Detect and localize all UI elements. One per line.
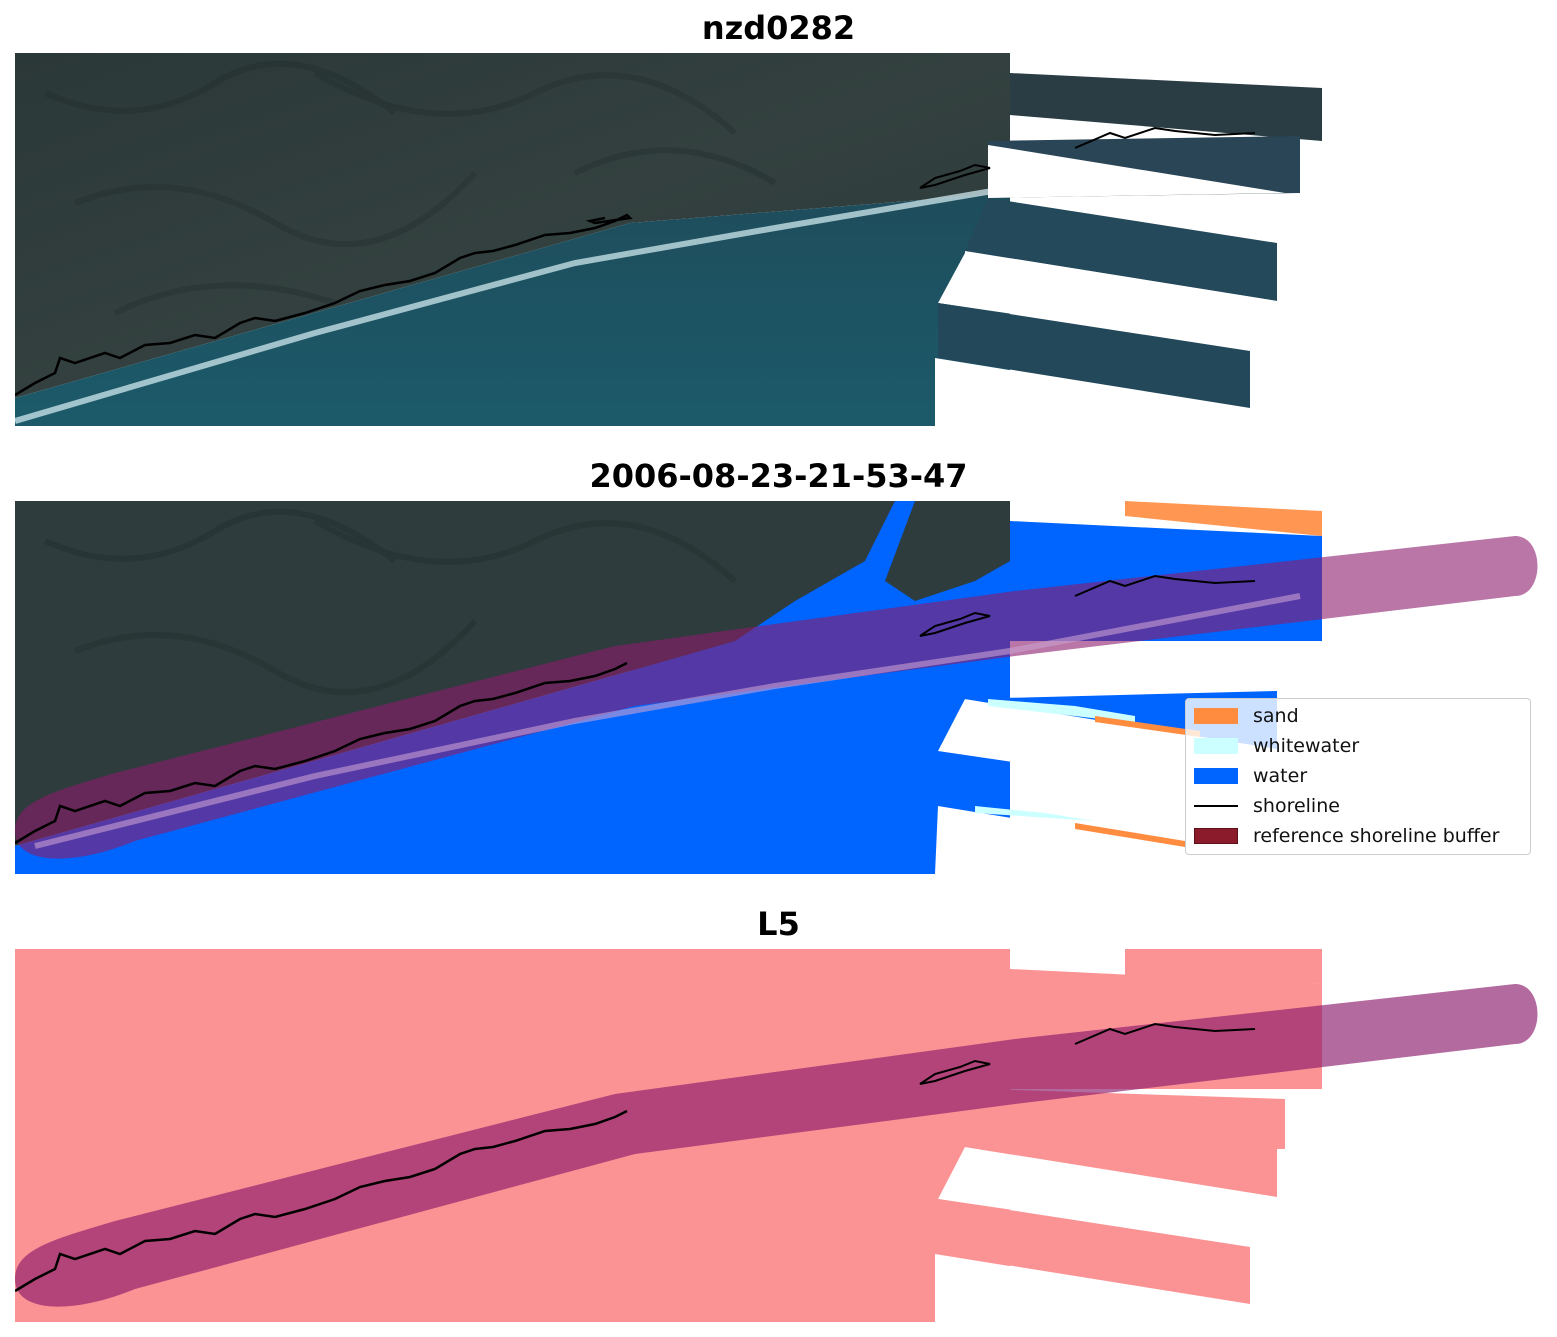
legend-label: sand bbox=[1253, 705, 1299, 727]
shoreline-segment bbox=[1074, 126, 1256, 149]
legend-item-sand: sand bbox=[1194, 701, 1299, 731]
legend-item-water: water bbox=[1194, 761, 1307, 791]
panel-3-title: L5 bbox=[757, 905, 800, 943]
legend-item-shoreline: shoreline bbox=[1194, 791, 1340, 821]
legend-label: shoreline bbox=[1253, 795, 1340, 817]
shoreline bbox=[15, 661, 628, 845]
legend-label: whitewater bbox=[1253, 735, 1360, 757]
surf-zone bbox=[15, 185, 1011, 424]
buffer-swatch bbox=[1194, 828, 1238, 844]
legend-label: water bbox=[1253, 765, 1308, 787]
shoreline bbox=[15, 213, 633, 397]
scanline-gaps bbox=[935, 53, 1322, 426]
sea-area bbox=[15, 193, 1010, 426]
shoreline-segment bbox=[919, 163, 991, 189]
legend-item-buffer: reference shoreline buffer bbox=[1194, 821, 1499, 851]
legend: sand whitewater water shoreline referenc… bbox=[1185, 698, 1531, 855]
reference-buffer bbox=[15, 536, 1538, 859]
whitewater-swatch bbox=[1194, 738, 1238, 754]
legend-label: reference shoreline buffer bbox=[1253, 825, 1500, 847]
panel-2-title: 2006-08-23-21-53-47 bbox=[589, 457, 968, 495]
reference-buffer bbox=[15, 984, 1538, 1307]
rgb-image-panel bbox=[15, 53, 1545, 426]
legend-item-whitewater: whitewater bbox=[1194, 731, 1359, 761]
shoreline bbox=[15, 1109, 628, 1293]
shoreline-swatch bbox=[1194, 805, 1238, 807]
sand-class bbox=[1125, 501, 1322, 536]
water-swatch bbox=[1194, 768, 1238, 784]
mask-image-panel bbox=[15, 949, 1545, 1322]
panel-1-title: nzd0282 bbox=[701, 9, 856, 47]
classified-image-panel bbox=[15, 501, 1545, 874]
sand-swatch bbox=[1194, 708, 1238, 724]
land-area bbox=[15, 53, 1010, 398]
